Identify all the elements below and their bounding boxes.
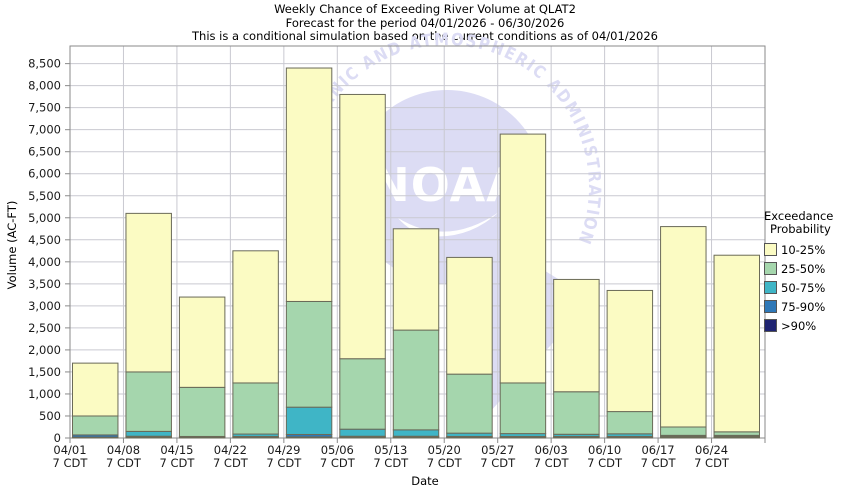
legend-item-2550: 25-50%: [764, 259, 850, 278]
x-tick-label: 04/29 7 CDT: [266, 443, 302, 470]
y-tick-label: 5,500: [28, 189, 61, 203]
bar-segment: [553, 391, 600, 435]
legend-swatch: [764, 300, 777, 313]
chart-subtitle: Forecast for the period 04/01/2026 - 06/…: [285, 15, 565, 30]
legend-item-5075: 50-75%: [764, 278, 850, 297]
bar-segment: [285, 67, 333, 302]
bar-segment: [392, 228, 440, 331]
bar-segment: [232, 250, 279, 384]
y-tick-label: 2,500: [28, 321, 61, 335]
bar-segment: [285, 406, 333, 435]
bar-segment: [553, 278, 600, 393]
y-axis-title: Volume (AC-FT): [5, 200, 19, 290]
bar-segment: [392, 329, 440, 431]
legend-label: 50-75%: [781, 280, 826, 295]
legend-swatch: [764, 319, 777, 332]
bar-segment: [125, 212, 172, 373]
bar-segment: [178, 296, 226, 388]
legend-title: Exceedance Probability: [764, 210, 850, 236]
x-tick-label: 05/06 7 CDT: [320, 443, 356, 470]
x-tick-label: 06/10 7 CDT: [587, 443, 623, 470]
x-tick-label: 05/20 7 CDT: [427, 443, 463, 470]
bar-segment: [660, 226, 707, 428]
y-tick-label: 6,500: [28, 145, 61, 159]
x-tick-label: 06/24 7 CDT: [694, 443, 730, 470]
bar-segment: [178, 386, 226, 437]
y-tick-label: 7,500: [28, 101, 61, 115]
y-tick-label: 1,500: [28, 365, 61, 379]
legend-label: 25-50%: [781, 261, 826, 276]
legend-swatch: [764, 281, 777, 294]
legend-label: 75-90%: [781, 299, 826, 314]
bar-segment: [392, 429, 440, 437]
y-tick-label: 4,500: [28, 233, 61, 247]
legend-label: >90%: [781, 318, 817, 333]
bar-segment: [660, 426, 707, 436]
legend-swatch: [764, 262, 777, 275]
x-tick-label: 04/15 7 CDT: [159, 443, 195, 470]
y-tick-label: 8,500: [28, 57, 61, 71]
bar-segment: [285, 300, 333, 408]
bar-segment: [499, 133, 547, 384]
x-tick-label: 05/27 7 CDT: [480, 443, 516, 470]
bar-segment: [499, 382, 547, 435]
bar-segment: [606, 289, 654, 413]
bar-segment: [232, 382, 279, 435]
y-tick-label: 0: [54, 431, 61, 445]
y-tick-label: 2,000: [28, 343, 61, 357]
legend-item-7590: 75-90%: [764, 297, 850, 316]
legend-items: 10-25% 25-50% 50-75% 75-90% >90%: [764, 240, 850, 335]
legend-item-90: >90%: [764, 316, 850, 335]
bar-segment: [125, 371, 172, 432]
y-tick-label: 3,000: [28, 299, 61, 313]
legend-item-1025: 10-25%: [764, 240, 850, 259]
bar-segment: [339, 93, 386, 360]
bar-segment: [606, 411, 654, 435]
bar-segment: [125, 430, 172, 437]
y-tick-label: 8,000: [28, 79, 61, 93]
chart-title: Weekly Chance of Exceeding River Volume …: [274, 2, 576, 16]
y-tick-label: 500: [39, 409, 61, 423]
y-tick-label: 3,500: [28, 277, 61, 291]
noaa-center-text: NOAA: [371, 158, 523, 212]
x-tick-label: 06/03 7 CDT: [534, 443, 570, 470]
x-tick-label: 04/01 7 CDT: [53, 443, 89, 470]
y-tick-label: 1,000: [28, 387, 61, 401]
legend-title-line2: Probability: [770, 222, 831, 236]
legend-swatch: [764, 243, 777, 256]
bar-segment: [446, 373, 493, 434]
chart-title-block: Weekly Chance of Exceeding River Volume …: [0, 2, 850, 44]
bar-segment: [446, 256, 493, 375]
legend-title-line1: Exceedance: [764, 209, 834, 223]
y-tick-label: 5,000: [28, 211, 61, 225]
x-tick-label: 04/08 7 CDT: [106, 443, 142, 470]
x-tick-label: 06/17 7 CDT: [641, 443, 677, 470]
x-axis-title: Date: [411, 474, 439, 488]
y-tick-label: 4,000: [28, 255, 61, 269]
legend-label: 10-25%: [781, 242, 826, 257]
bar-segment: [339, 428, 386, 437]
legend: Exceedance Probability 10-25% 25-50% 50-75…: [764, 210, 850, 335]
bar-segment: [339, 358, 386, 430]
x-tick-label: 04/22 7 CDT: [213, 443, 249, 470]
x-tick-label: 05/13 7 CDT: [373, 443, 409, 470]
bar-segment: [72, 415, 119, 436]
chart-note: This is a conditional simulation based o…: [192, 29, 658, 43]
bar-segment: [72, 362, 119, 417]
bar-segment: [713, 254, 760, 433]
y-tick-label: 7,000: [28, 123, 61, 137]
y-tick-label: 6,000: [28, 167, 61, 181]
bar-segment: [713, 431, 760, 436]
